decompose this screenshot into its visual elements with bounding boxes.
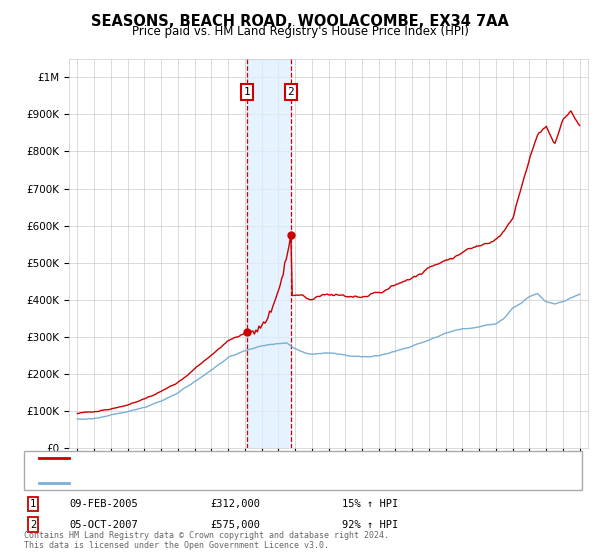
Text: 05-OCT-2007: 05-OCT-2007 <box>69 520 138 530</box>
Text: 1: 1 <box>30 499 36 509</box>
Text: SEASONS, BEACH ROAD, WOOLACOMBE, EX34 7AA (detached house): SEASONS, BEACH ROAD, WOOLACOMBE, EX34 7A… <box>75 453 416 463</box>
Text: SEASONS, BEACH ROAD, WOOLACOMBE, EX34 7AA: SEASONS, BEACH ROAD, WOOLACOMBE, EX34 7A… <box>91 14 509 29</box>
Text: Contains HM Land Registry data © Crown copyright and database right 2024.
This d: Contains HM Land Registry data © Crown c… <box>24 530 389 550</box>
Text: 1: 1 <box>244 87 250 97</box>
Text: £575,000: £575,000 <box>210 520 260 530</box>
Text: 09-FEB-2005: 09-FEB-2005 <box>69 499 138 509</box>
Bar <box>247 59 291 448</box>
Text: 15% ↑ HPI: 15% ↑ HPI <box>342 499 398 509</box>
Text: £312,000: £312,000 <box>210 499 260 509</box>
Text: Price paid vs. HM Land Registry's House Price Index (HPI): Price paid vs. HM Land Registry's House … <box>131 25 469 38</box>
Text: 2: 2 <box>30 520 36 530</box>
Text: 92% ↑ HPI: 92% ↑ HPI <box>342 520 398 530</box>
Text: HPI: Average price, detached house, North Devon: HPI: Average price, detached house, Nort… <box>75 478 351 488</box>
Text: 2: 2 <box>287 87 294 97</box>
